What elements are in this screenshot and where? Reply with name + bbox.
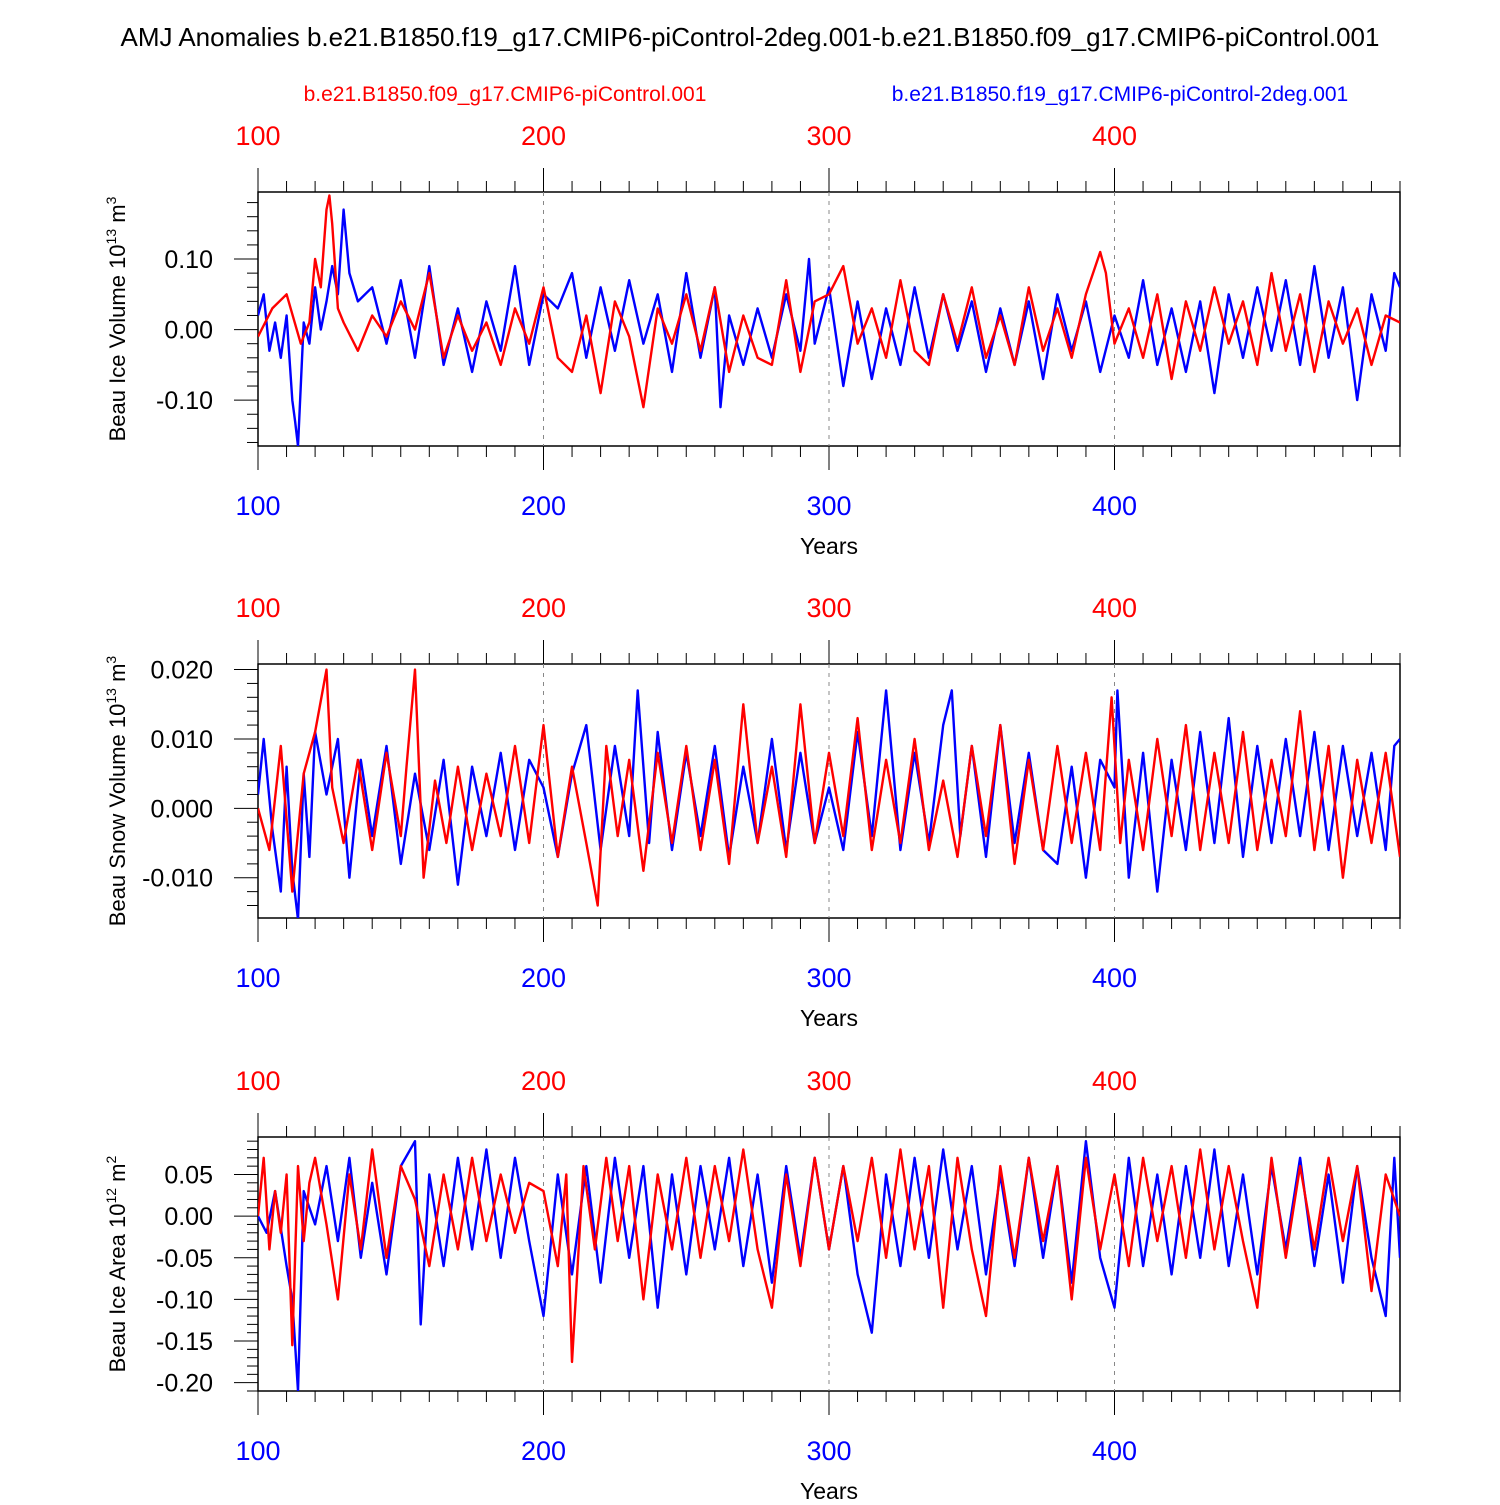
y-axis-title-exp: 12 (103, 1188, 119, 1204)
y-tick-label: -0.20 (156, 1370, 213, 1398)
figure-title: AMJ Anomalies b.e21.B1850.f19_g17.CMIP6-… (121, 22, 1380, 52)
x-tick-label-bottom: 100 (235, 491, 280, 521)
y-tick-label: 0.00 (164, 317, 213, 345)
series-line-blue (258, 689, 1400, 918)
x-tick-label-bottom: 100 (235, 1436, 280, 1466)
x-axis-title: Years (800, 1005, 858, 1031)
y-tick-label: 0.05 (164, 1161, 213, 1189)
x-tick-label-bottom: 300 (806, 491, 851, 521)
legend-red-label: b.e21.B1850.f09_g17.CMIP6-piControl.001 (304, 83, 707, 106)
x-tick-label-top: 200 (521, 121, 566, 151)
y-axis-title-unit: m (105, 204, 130, 228)
x-tick-label-bottom: 300 (806, 1436, 851, 1466)
y-tick-label: 0.020 (150, 657, 213, 685)
legend-blue-label: b.e21.B1850.f19_g17.CMIP6-piControl-2deg… (892, 83, 1348, 106)
series-line-red (258, 668, 1400, 907)
x-tick-label-top: 100 (235, 593, 280, 623)
y-axis-title-unit: m (105, 664, 130, 688)
x-tick-label-bottom: 400 (1092, 1436, 1137, 1466)
series-line-red (258, 194, 1400, 409)
y-tick-label: 0.000 (150, 795, 213, 823)
x-tick-label-top: 200 (521, 593, 566, 623)
x-tick-label-top: 200 (521, 1066, 566, 1096)
x-tick-label-top: 100 (235, 121, 280, 151)
x-tick-label-top: 400 (1092, 121, 1137, 151)
panels-group: -0.10 0.00 0.10 100 100 200 200 300 300 400 400 Yea… (103, 121, 1401, 1504)
y-tick-label: 0.00 (164, 1203, 213, 1231)
y-axis-title: Beau Ice Volume 1013 m3 (103, 196, 130, 441)
series-line-blue (258, 208, 1400, 446)
y-axis-title: Beau Snow Volume 1013 m3 (103, 656, 130, 927)
y-tick-label: -0.05 (156, 1245, 213, 1273)
y-axis-title: Beau Ice Area 1012 m2 (103, 1155, 130, 1372)
x-tick-label-bottom: 400 (1092, 491, 1137, 521)
x-tick-label-top: 100 (235, 1066, 280, 1096)
y-tick-label: -0.15 (156, 1328, 213, 1356)
panel-2: -0.010 0.000 0.010 0.020 100 100 200 200 300 300 4… (103, 593, 1401, 1031)
x-tick-label-bottom: 200 (521, 963, 566, 993)
x-tick-label-top: 300 (806, 121, 851, 151)
x-tick-label-bottom: 200 (521, 1436, 566, 1466)
x-tick-label-bottom: 300 (806, 963, 851, 993)
x-axis-title: Years (800, 533, 858, 559)
x-tick-label-bottom: 100 (235, 963, 280, 993)
series-line-red (258, 1148, 1400, 1364)
y-tick-label: -0.10 (156, 1286, 213, 1314)
y-tick-label: -0.10 (156, 387, 213, 415)
y-tick-label: 0.10 (164, 246, 213, 274)
x-tick-label-bottom: 200 (521, 491, 566, 521)
y-axis-title-base: Beau Ice Area 10 (105, 1204, 130, 1373)
x-axis-title: Years (800, 1478, 858, 1500)
panel-1: -0.10 0.00 0.10 100 100 200 200 300 300 400 400 Yea… (103, 121, 1401, 559)
x-tick-label-bottom: 400 (1092, 963, 1137, 993)
x-tick-label-top: 300 (806, 1066, 851, 1096)
y-axis-title-unit-exp: 2 (103, 1155, 119, 1163)
y-axis-title-unit-exp: 3 (103, 656, 119, 664)
y-tick-label: -0.010 (142, 865, 213, 893)
y-axis-title-exp: 13 (103, 229, 119, 245)
y-axis-title-exp: 13 (103, 688, 119, 704)
y-axis-title-base: Beau Ice Volume 10 (105, 244, 130, 441)
x-tick-label-top: 400 (1092, 593, 1137, 623)
panel-3: -0.20 -0.15 -0.10 -0.05 0.00 0.05 100 100 200 200… (103, 1066, 1401, 1504)
y-axis-title-base: Beau Snow Volume 10 (105, 704, 130, 927)
y-axis-title-unit-exp: 3 (103, 196, 119, 204)
x-tick-label-top: 400 (1092, 1066, 1137, 1096)
y-axis-title-unit: m (105, 1163, 130, 1187)
x-tick-label-top: 300 (806, 593, 851, 623)
y-tick-label: 0.010 (150, 726, 213, 754)
